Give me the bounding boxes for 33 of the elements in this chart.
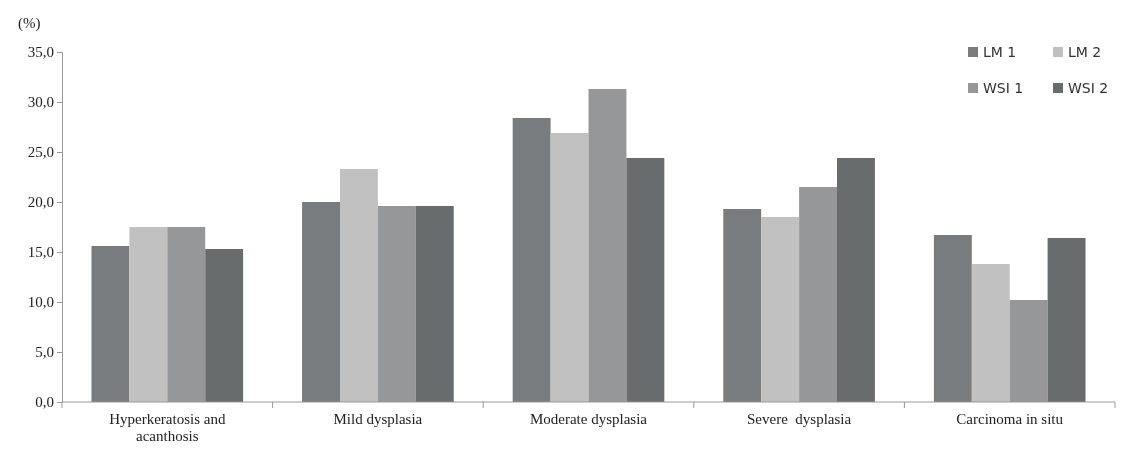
legend-label: LM 2: [1068, 44, 1102, 60]
bar: [761, 217, 800, 402]
legend-label: LM 1: [983, 44, 1017, 60]
y-tick-label: 5,0: [35, 344, 54, 361]
x-tick-label: Moderate dysplasia: [529, 411, 648, 427]
bar: [129, 227, 168, 402]
bar: [837, 158, 875, 402]
bar: [1047, 238, 1086, 402]
bar: [550, 133, 589, 402]
bar: [933, 235, 972, 402]
x-tick-label: Severe dysplasia: [747, 411, 852, 427]
bar: [205, 249, 244, 402]
bar: [91, 246, 130, 402]
bar: [723, 209, 762, 402]
bar: [512, 118, 551, 402]
bar: [339, 169, 378, 402]
y-tick-label: 10,0: [27, 294, 54, 311]
bar: [971, 264, 1010, 402]
bar: [626, 158, 665, 402]
y-tick-label: 30,0: [27, 94, 54, 111]
y-tick-label: 15,0: [27, 244, 54, 261]
legend-label: WSI 2: [1068, 80, 1109, 96]
bar: [302, 202, 340, 402]
x-tick-label: Carcinoma in situ: [956, 411, 1064, 427]
x-tick-label: Hyperkeratosis and acanthosis: [109, 411, 226, 444]
legend-label: WSI 1: [983, 80, 1024, 96]
y-tick-label: 0,0: [35, 394, 54, 411]
bar: [415, 206, 454, 402]
x-tick-label: Mild dysplasia: [333, 411, 423, 427]
y-tick-label: 25,0: [27, 144, 54, 161]
y-axis-title: (%): [18, 15, 41, 32]
y-tick-label: 35,0: [27, 44, 54, 61]
y-tick-label: 20,0: [27, 194, 54, 211]
